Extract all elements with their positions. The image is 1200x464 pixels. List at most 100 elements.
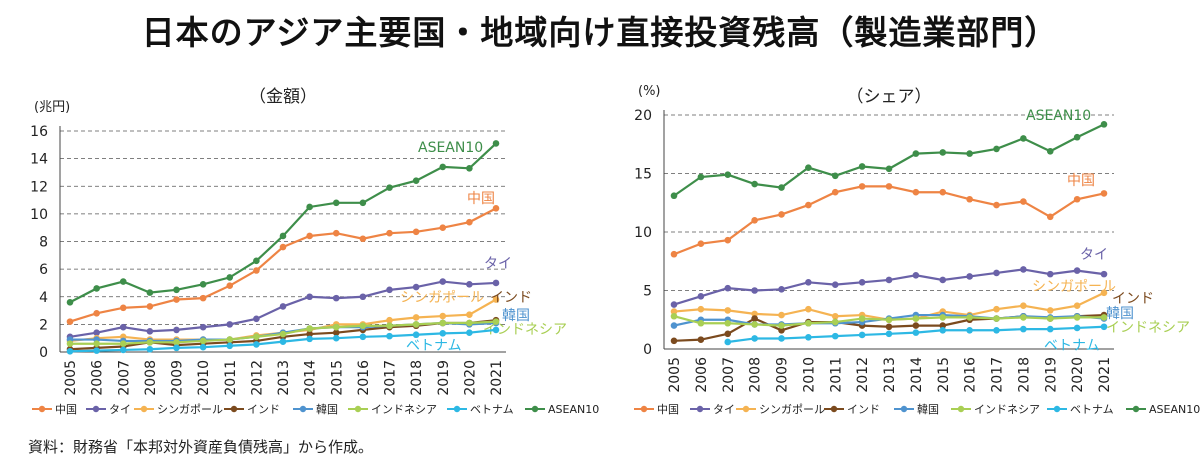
data-point-インド xyxy=(670,337,678,345)
data-point-中国 xyxy=(939,188,947,196)
data-point-タイ xyxy=(993,269,1000,277)
x-tick-label: 2020 xyxy=(1070,357,1086,393)
data-point-中国 xyxy=(912,188,920,196)
data-point-ASEAN10 xyxy=(306,203,313,211)
y-tick-label: 0 xyxy=(643,342,652,358)
data-point-中国 xyxy=(253,267,260,274)
data-point-ベトナム xyxy=(939,326,947,334)
data-point-タイ xyxy=(466,281,473,288)
data-point-シンガポール xyxy=(1073,302,1081,310)
legend-marker-シンガポール xyxy=(742,405,750,413)
x-tick-label: 2010 xyxy=(196,360,212,396)
data-point-ASEAN10 xyxy=(858,163,866,170)
data-point-タイ xyxy=(751,287,758,294)
data-point-ベトナム xyxy=(412,331,420,339)
data-point-中国 xyxy=(173,296,180,303)
legend-label-ベトナム: ベトナム xyxy=(1070,403,1114,416)
series-line-ASEAN10 xyxy=(69,142,497,304)
series-label-中国: 中国 xyxy=(1067,173,1095,189)
data-point-中国 xyxy=(306,232,313,240)
legend-marker-インド xyxy=(230,405,238,413)
data-point-ベトナム xyxy=(831,332,839,340)
data-point-中国 xyxy=(993,201,1000,209)
data-point-ASEAN10 xyxy=(332,199,340,207)
data-point-ASEAN10 xyxy=(173,286,180,294)
data-point-ASEAN10 xyxy=(466,164,473,172)
x-tick-label: 2016 xyxy=(963,357,979,393)
data-point-インドネシア xyxy=(1020,314,1027,321)
legend-marker-インドネシア xyxy=(354,405,362,413)
data-point-ASEAN10 xyxy=(912,150,920,157)
data-point-タイ xyxy=(332,294,340,302)
data-point-ベトナム xyxy=(199,343,207,351)
legend-label-シンガポール: シンガポール xyxy=(157,403,223,416)
x-tick-label: 2020 xyxy=(462,360,478,396)
data-point-中国 xyxy=(778,211,785,218)
data-point-インドネシア xyxy=(306,325,313,332)
data-point-インド xyxy=(885,323,893,331)
series-label-ベトナム: ベトナム xyxy=(406,338,462,354)
data-point-ベトナム xyxy=(1020,325,1027,333)
legend-label-韓国: 韓国 xyxy=(316,403,338,416)
series-label-中国: 中国 xyxy=(467,191,495,207)
data-point-インドネシア xyxy=(439,319,447,327)
data-point-中国 xyxy=(805,201,812,209)
legend-label-ベトナム: ベトナム xyxy=(470,403,514,416)
legend-label-ASEAN10: ASEAN10 xyxy=(1149,403,1200,416)
series-label-ベトナム: ベトナム xyxy=(1044,338,1100,354)
data-point-シンガポール xyxy=(492,296,500,303)
data-point-タイ xyxy=(439,278,447,285)
y-tick-label: 5 xyxy=(643,284,652,300)
data-point-タイ xyxy=(885,276,893,284)
data-point-タイ xyxy=(119,323,127,331)
series-label-シンガポール: シンガポール xyxy=(1032,279,1116,295)
x-tick-label: 2009 xyxy=(775,357,791,393)
legend-label-中国: 中国 xyxy=(55,403,77,416)
data-point-シンガポール xyxy=(439,312,447,320)
data-point-ベトナム xyxy=(466,329,473,336)
data-point-インドネシア xyxy=(751,321,758,328)
data-point-中国 xyxy=(93,310,100,317)
x-tick-label: 2017 xyxy=(383,360,399,396)
x-tick-label: 2010 xyxy=(801,357,817,393)
data-point-中国 xyxy=(858,183,866,190)
data-point-インド xyxy=(778,326,785,334)
x-tick-label: 2013 xyxy=(882,357,898,393)
data-point-インド xyxy=(332,329,340,336)
data-point-中国 xyxy=(199,294,207,302)
data-point-ベトナム xyxy=(359,333,367,341)
data-point-タイ xyxy=(492,279,500,287)
data-point-タイ xyxy=(279,303,287,310)
legend-marker-中国 xyxy=(38,405,46,413)
data-point-シンガポール xyxy=(412,314,420,321)
data-point-ASEAN10 xyxy=(386,184,393,191)
data-point-中国 xyxy=(66,318,74,325)
data-point-中国 xyxy=(697,240,705,247)
data-point-ベトナム xyxy=(966,326,973,334)
data-point-ベトナム xyxy=(1073,324,1081,332)
data-point-ベトナム xyxy=(805,334,812,341)
x-tick-label: 2005 xyxy=(63,360,79,396)
data-point-中国 xyxy=(1046,213,1054,221)
legend-label-タイ: タイ xyxy=(713,403,735,416)
legend-label-インド: インド xyxy=(847,403,880,416)
series-label-インドネシア: インドネシア xyxy=(1106,320,1190,336)
data-point-ベトナム xyxy=(492,326,500,334)
data-point-タイ xyxy=(173,326,180,334)
data-point-ベトナム xyxy=(751,335,758,342)
x-tick-label: 2011 xyxy=(223,360,239,396)
data-point-タイ xyxy=(253,315,260,323)
legend-label-タイ: タイ xyxy=(109,403,131,416)
data-point-ASEAN10 xyxy=(697,173,705,181)
y-tick-label: 20 xyxy=(634,108,652,124)
data-point-インド xyxy=(912,322,920,329)
chart-subtitle: （シェア） xyxy=(847,87,932,107)
x-tick-label: 2014 xyxy=(303,360,319,396)
legend-marker-タイ xyxy=(696,405,704,413)
data-point-ベトナム xyxy=(332,334,340,342)
y-tick-label: 2 xyxy=(39,317,48,333)
data-point-ASEAN10 xyxy=(492,140,500,147)
y-axis-unit: (兆円) xyxy=(34,100,70,115)
legend-marker-ASEAN10 xyxy=(531,405,539,413)
data-point-インドネシア xyxy=(146,339,154,346)
